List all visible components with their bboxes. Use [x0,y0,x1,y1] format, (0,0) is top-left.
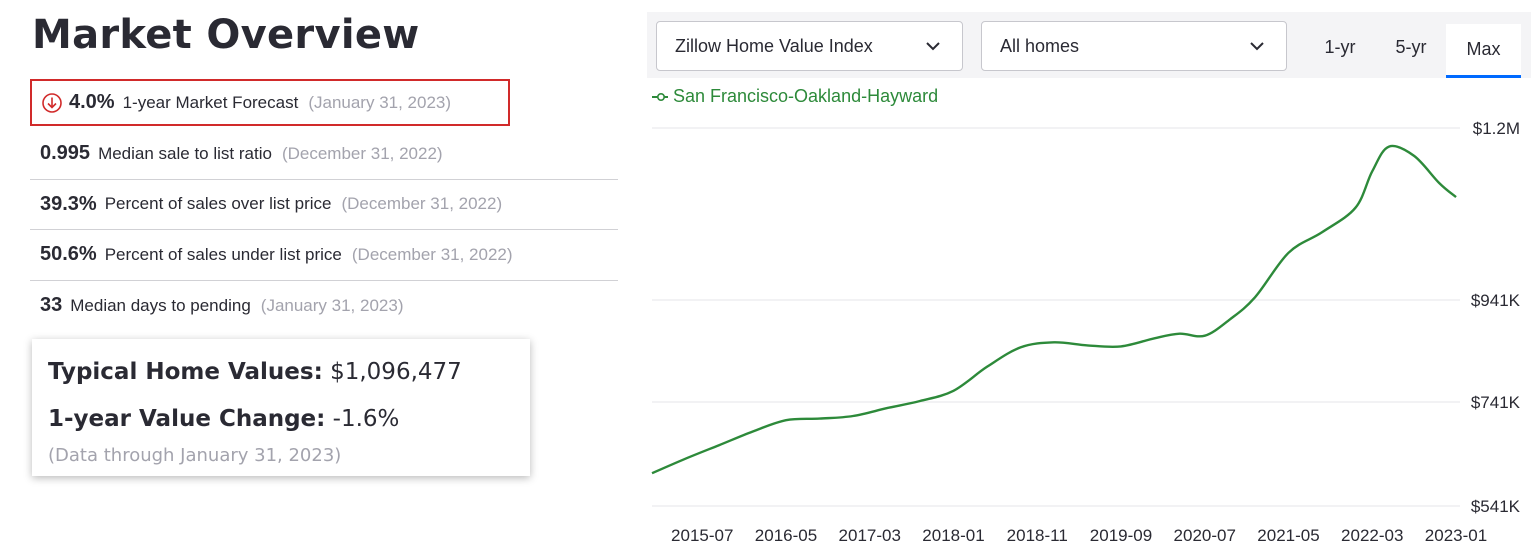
one-year-value-change: 1-year Value Change: -1.6% [48,396,530,443]
x-tick-label: 2020-07 [1174,526,1236,545]
arrow-down-circle-icon [41,92,63,114]
x-tick-label: 2019-09 [1090,526,1152,545]
stat-date: (January 31, 2023) [260,295,404,315]
stat-label: Percent of sales over list price [104,194,332,214]
home-type-select[interactable]: All homes [981,21,1287,71]
range-5yr-button[interactable]: 5-yr [1395,36,1427,57]
chart-toolbar: Zillow Home Value Index All homes 1-yr 5… [647,12,1531,78]
stat-label: Percent of sales under list price [104,244,342,264]
home-value-card: Typical Home Values: $1,096,477 1-year V… [32,339,530,476]
legend-series-label: San Francisco-Oakland-Hayward [673,86,939,106]
x-tick-label: 2016-05 [755,526,817,545]
stat-value: 39.3% [40,192,97,215]
stat-row-over-list: 39.3% Percent of sales over list price (… [30,180,618,230]
x-tick-label: 2023-01 [1425,526,1487,545]
index-type-select[interactable]: Zillow Home Value Index [656,21,963,71]
x-tick-label: 2015-07 [671,526,733,545]
typical-home-values: Typical Home Values: $1,096,477 [48,349,530,396]
home-type-value: All homes [1000,35,1080,56]
index-type-value: Zillow Home Value Index [675,35,873,56]
y-tick-label: $541K [1471,497,1521,516]
value-change-label: 1-year Value Change: [48,406,326,432]
stat-label: Median sale to list ratio [98,143,272,163]
home-values-amount: $1,096,477 [330,359,462,385]
stat-row-days-pending: 33 Median days to pending (January 31, 2… [30,281,618,332]
stat-date: (December 31, 2022) [351,244,513,264]
x-tick-label: 2017-03 [839,526,901,545]
page-title: Market Overview [32,12,420,58]
home-values-label: Typical Home Values: [48,359,323,385]
stat-value: 4.0% [69,91,115,113]
chart-legend: San Francisco-Oakland-Hayward [651,86,938,107]
stat-row-sale-to-list: 0.995 Median sale to list ratio (Decembe… [30,129,618,180]
market-stats-list: 4.0% 1-year Market Forecast (January 31,… [30,79,618,331]
x-tick-label: 2022-03 [1341,526,1403,545]
stat-row-forecast: 4.0% 1-year Market Forecast (January 31,… [30,79,510,126]
x-tick-label: 2018-01 [922,526,984,545]
x-tick-label: 2021-05 [1257,526,1319,545]
range-max-button[interactable]: Max [1446,24,1521,78]
y-tick-label: $941K [1471,291,1521,310]
legend-line-marker-icon [652,92,668,101]
chevron-down-icon [1250,42,1264,51]
data-through-note: (Data through January 31, 2023) [48,445,342,466]
stat-value: 0.995 [40,142,91,165]
series-line-san-francisco [651,144,1457,475]
stat-date: (December 31, 2022) [341,194,503,214]
x-tick-label: 2018-11 [1007,526,1068,545]
market-overview-panel: Market Overview 4.0% 1-year Market Forec… [0,0,640,560]
value-change-amount: -1.6% [332,406,400,432]
stat-value: 50.6% [40,243,97,266]
chevron-down-icon [926,42,940,51]
range-1yr-button[interactable]: 1-yr [1324,36,1356,57]
stat-date: (December 31, 2022) [281,143,443,163]
stat-value: 33 [40,294,63,317]
y-tick-label: $741K [1471,393,1521,412]
stat-label: Median days to pending [70,295,251,315]
home-value-line-chart: $541K $741K $941K $1.2M 2015-07 2016-05 2017-0… [651,119,1521,545]
stat-label: 1-year Market Forecast [122,92,299,112]
y-tick-label: $1.2M [1473,119,1520,138]
stat-date: (January 31, 2023) [308,92,452,112]
stat-row-under-list: 50.6% Percent of sales under list price … [30,230,618,281]
